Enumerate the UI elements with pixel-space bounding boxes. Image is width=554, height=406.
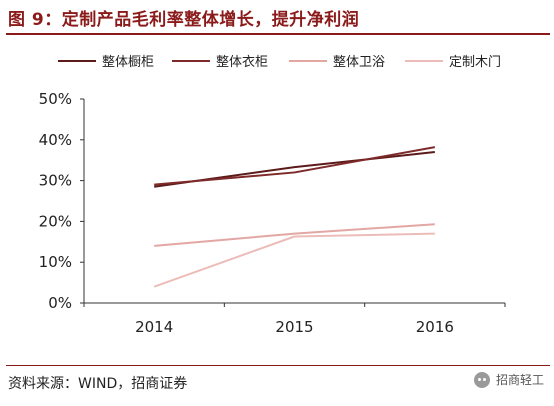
x-tick-label: 2015 (275, 318, 313, 336)
wechat-icon (473, 371, 490, 388)
x-tick-label: 2014 (135, 318, 173, 336)
watermark: 招商轻工 (473, 371, 544, 388)
source-rule (6, 365, 550, 366)
source-note: 资料来源：WIND，招商证券 (8, 376, 188, 392)
y-tick-label: 10% (39, 253, 72, 271)
legend-label: 定制木门 (449, 55, 501, 70)
y-tick-label: 20% (39, 212, 72, 230)
title-rule (6, 33, 550, 35)
watermark-label: 招商轻工 (495, 373, 544, 387)
legend-label: 整体橱柜 (102, 55, 154, 70)
legend-label: 整体卫浴 (333, 55, 385, 70)
x-tick-label: 2016 (416, 318, 454, 336)
chart-legend: 整体橱柜 整体衣柜 整体卫浴 定制木门 (58, 54, 501, 70)
y-tick-label: 50% (39, 90, 72, 108)
legend-label: 整体衣柜 (216, 54, 268, 70)
y-tick-label: 0% (48, 294, 72, 312)
figure-title: 图 9：定制产品毛利率整体增长，提升净利润 (8, 10, 360, 30)
y-tick-label: 40% (39, 131, 72, 149)
chart-axes: 0% 10% 20% 30% 40% 50% 2014 2015 2016 (39, 90, 506, 336)
y-tick-label: 30% (39, 172, 72, 190)
series-line-2 (154, 146, 436, 186)
chart-lines (153, 146, 436, 288)
